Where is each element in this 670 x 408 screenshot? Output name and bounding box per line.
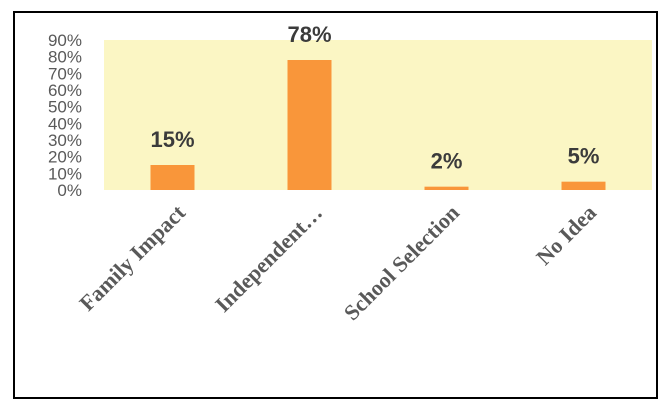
y-tick-label: 20% <box>48 148 82 167</box>
data-label: 5% <box>568 144 600 169</box>
y-tick-label: 0% <box>57 181 82 200</box>
data-label: 15% <box>150 127 194 152</box>
data-labels: 15% 78% 2% 5% <box>150 22 599 174</box>
y-axis: 0%10%20%30%40%50%60%70%80%90% <box>48 31 82 200</box>
y-tick-label: 80% <box>48 48 82 67</box>
data-label: 78% <box>287 22 331 47</box>
y-tick-label: 30% <box>48 131 82 150</box>
bar <box>424 186 469 190</box>
y-tick-label: 50% <box>48 98 82 117</box>
y-tick-label: 10% <box>48 164 82 183</box>
bar <box>150 165 195 190</box>
y-tick-label: 40% <box>48 114 82 133</box>
plot-area <box>104 40 652 190</box>
bars <box>150 60 606 190</box>
y-tick-label: 60% <box>48 81 82 100</box>
bar <box>561 181 606 190</box>
y-tick-label: 70% <box>48 64 82 83</box>
data-label: 2% <box>431 149 463 174</box>
y-tick-label: 90% <box>48 31 82 50</box>
bar <box>287 60 332 190</box>
